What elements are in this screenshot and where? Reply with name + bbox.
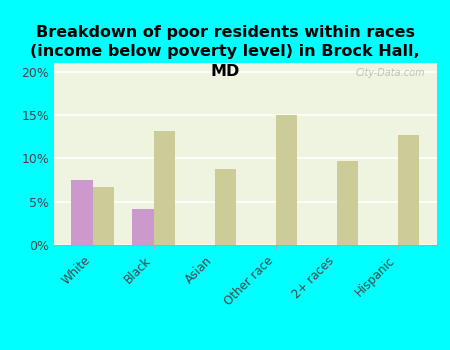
Bar bbox=[398, 135, 419, 245]
Text: City-Data.com: City-Data.com bbox=[356, 69, 425, 78]
Text: Breakdown of poor residents within races
(income below poverty level) in Brock H: Breakdown of poor residents within races… bbox=[30, 25, 420, 79]
Bar bbox=[337, 161, 358, 245]
Bar bbox=[154, 131, 175, 245]
Bar bbox=[72, 180, 93, 245]
Bar bbox=[132, 209, 154, 245]
Legend: Brock Hall, Maryland: Brock Hall, Maryland bbox=[128, 346, 362, 350]
Bar bbox=[215, 169, 236, 245]
Bar bbox=[276, 115, 297, 245]
Bar bbox=[93, 187, 114, 245]
